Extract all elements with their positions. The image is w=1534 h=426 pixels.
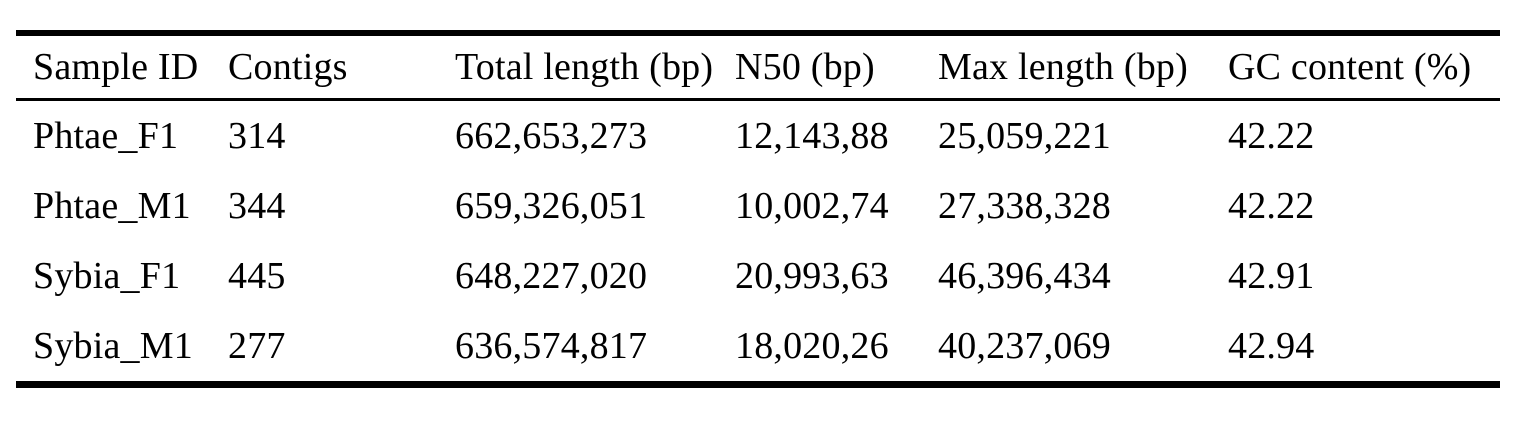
cell-n50: 10,002,74 <box>735 185 889 227</box>
cell-total-length: 648,227,020 <box>455 255 648 297</box>
header-n50: N50 (bp) <box>735 33 938 101</box>
assembly-stats-table-wrap: Sample ID Contigs Total length (bp) N50 … <box>16 30 1500 388</box>
cell-sample-id: Phtae_F1 <box>33 115 179 157</box>
table-row: Sybia_F1 445 648,227,020 20,993,63 46,39… <box>16 241 1500 311</box>
cell-total-length: 636,574,817 <box>455 325 648 367</box>
cell-sample-id: Sybia_M1 <box>33 325 193 367</box>
cell-gc-content: 42.91 <box>1228 255 1315 297</box>
cell-total-length: 662,653,273 <box>455 115 648 157</box>
cell-contigs: 344 <box>228 185 286 227</box>
cell-max-length: 27,338,328 <box>938 185 1111 227</box>
cell-n50: 20,993,63 <box>735 255 889 297</box>
cell-n50: 12,143,88 <box>735 115 889 157</box>
cell-gc-content: 42.22 <box>1228 185 1315 227</box>
header-max-length: Max length (bp) <box>938 33 1228 101</box>
cell-contigs: 445 <box>228 255 286 297</box>
cell-n50: 18,020,26 <box>735 325 889 367</box>
cell-gc-content: 42.94 <box>1228 325 1315 367</box>
table-row: Phtae_M1 344 659,326,051 10,002,74 27,33… <box>16 171 1500 241</box>
header-gc-content: GC content (%) <box>1228 33 1500 101</box>
cell-gc-content: 42.22 <box>1228 115 1315 157</box>
cell-contigs: 314 <box>228 115 286 157</box>
header-contigs: Contigs <box>228 33 455 101</box>
table-row: Sybia_M1 277 636,574,817 18,020,26 40,23… <box>16 311 1500 385</box>
cell-sample-id: Sybia_F1 <box>33 255 181 297</box>
header-row: Sample ID Contigs Total length (bp) N50 … <box>16 33 1500 101</box>
table-row: Phtae_F1 314 662,653,273 12,143,88 25,05… <box>16 100 1500 172</box>
cell-contigs: 277 <box>228 325 286 367</box>
header-sample-id: Sample ID <box>16 33 228 101</box>
cell-total-length: 659,326,051 <box>455 185 648 227</box>
header-total-length: Total length (bp) <box>455 33 735 101</box>
cell-max-length: 25,059,221 <box>938 115 1111 157</box>
cell-max-length: 46,396,434 <box>938 255 1111 297</box>
cell-max-length: 40,237,069 <box>938 325 1111 367</box>
cell-sample-id: Phtae_M1 <box>33 185 191 227</box>
assembly-stats-table: Sample ID Contigs Total length (bp) N50 … <box>16 30 1500 388</box>
